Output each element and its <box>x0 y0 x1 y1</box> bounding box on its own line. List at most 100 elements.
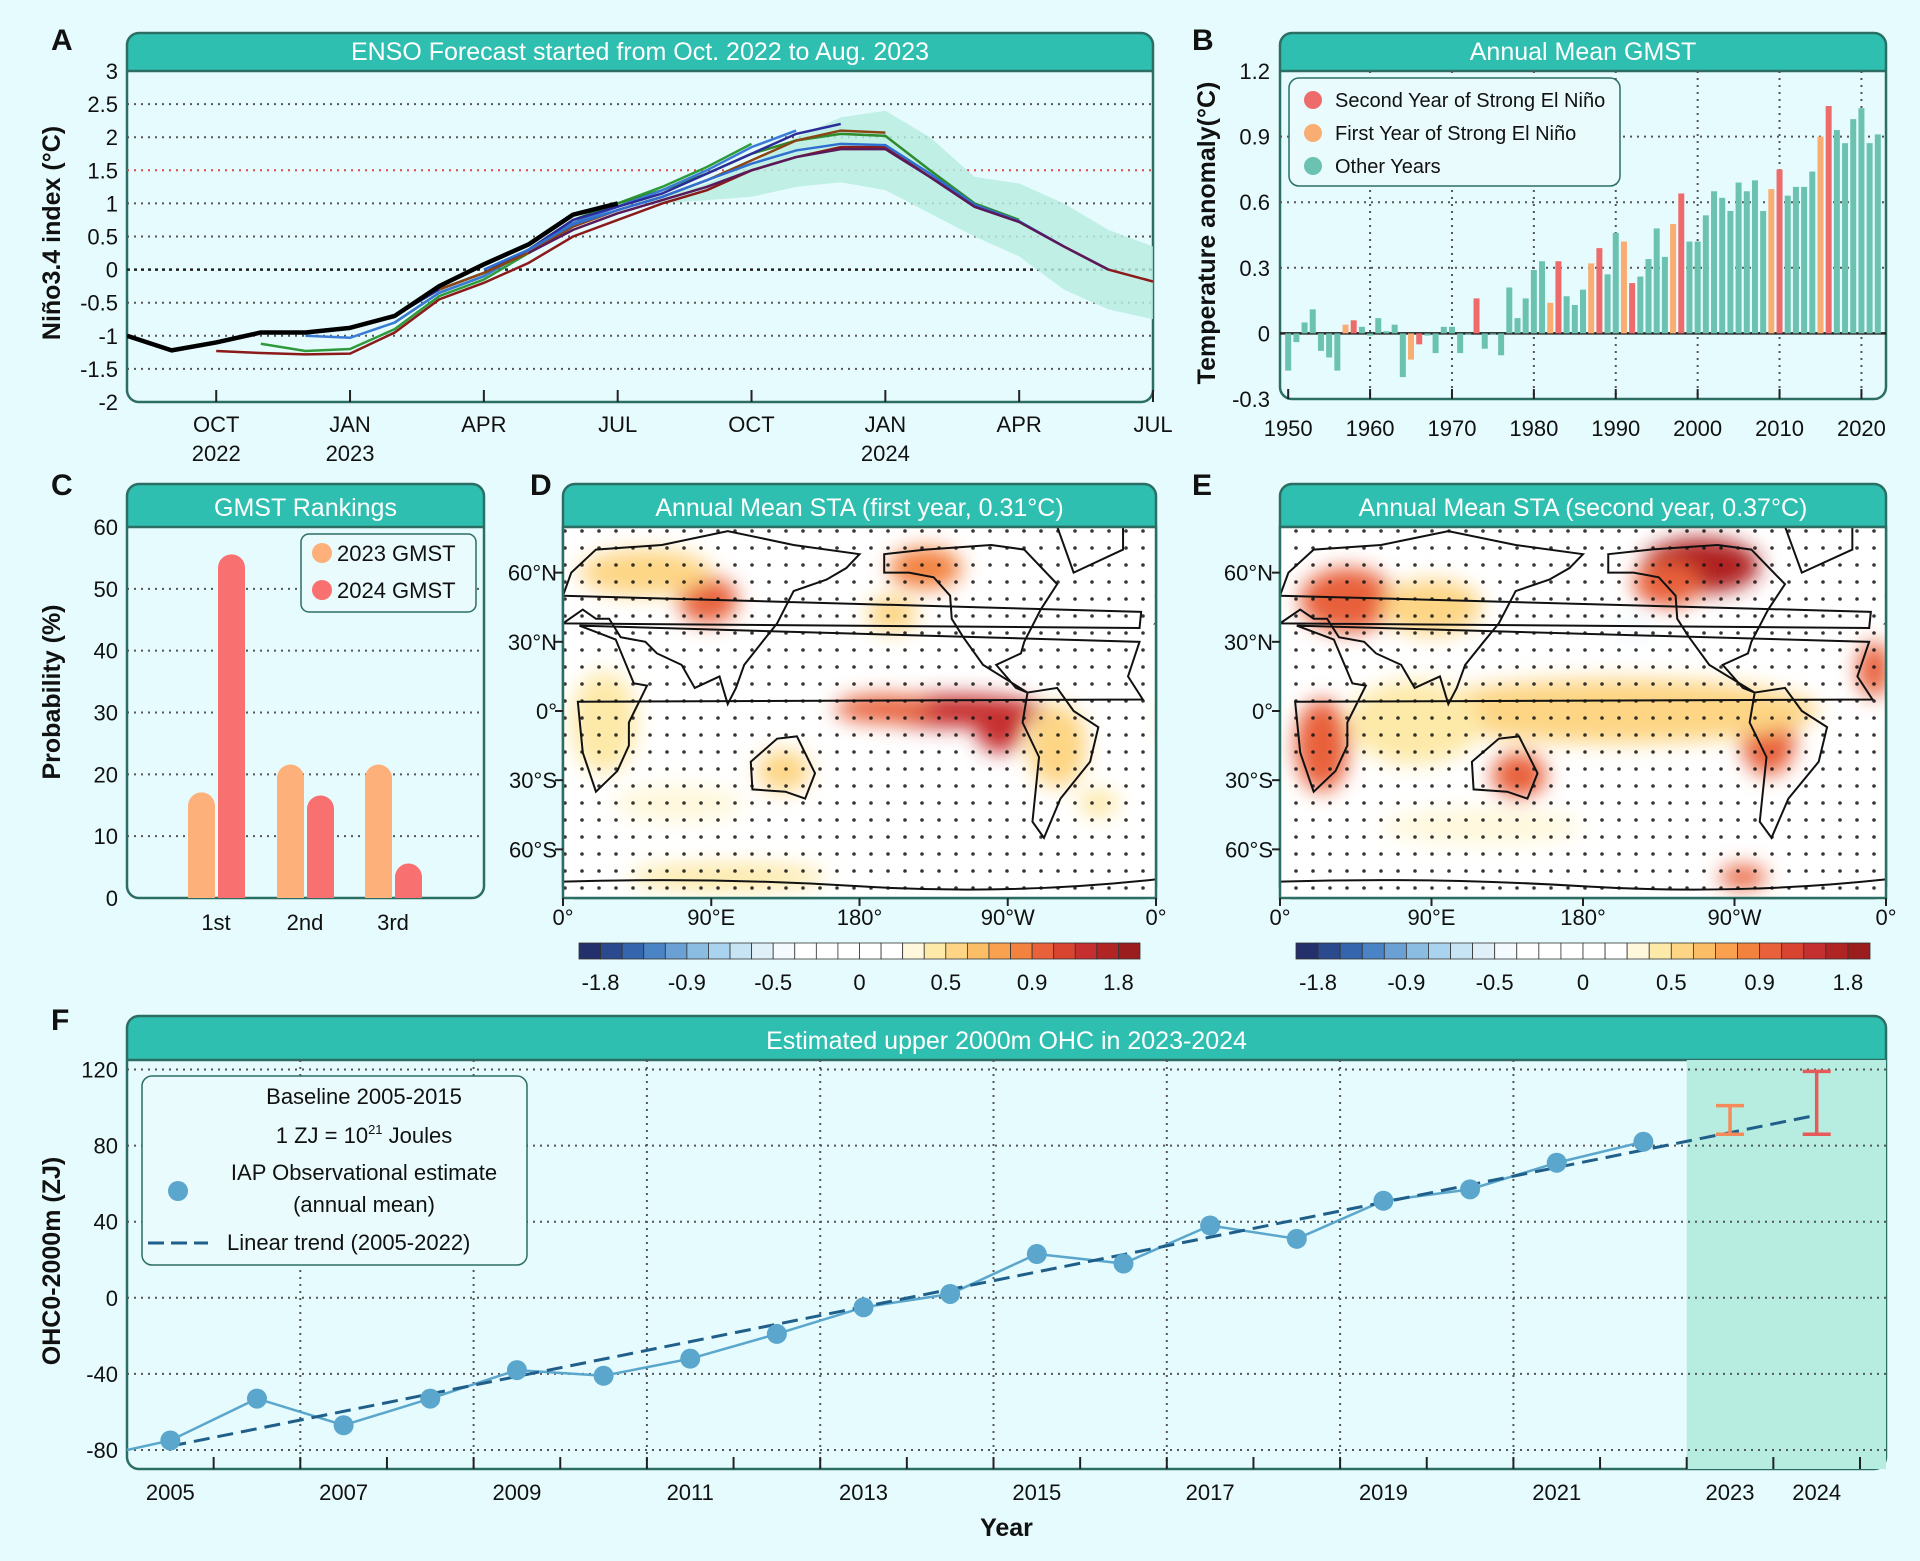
panel-header <box>563 484 1156 527</box>
bar-1960 <box>1367 333 1374 336</box>
y-tick-label: -1 <box>98 324 118 349</box>
obs-point-2017 <box>1200 1215 1221 1236</box>
colorbar-swatch <box>1295 942 1319 960</box>
panel-title: Annual Mean STA (first year, 0.31°C) <box>655 494 1063 522</box>
colorbar-tick-label: -1.8 <box>582 970 620 995</box>
colorbar-swatch <box>1847 942 1871 960</box>
unit-text: Joules <box>383 1123 453 1148</box>
x-tick-label: 2000 <box>1673 416 1722 441</box>
legend-marker <box>1304 91 1322 109</box>
obs-point-2013 <box>853 1297 874 1318</box>
obs-point-2015 <box>1026 1244 1047 1265</box>
colorbar-tick-label: 0.5 <box>931 970 962 995</box>
legend-box <box>141 1075 528 1266</box>
bar-1994 <box>1645 259 1652 334</box>
colorbar-swatch <box>1692 942 1716 960</box>
obs-point-2012 <box>766 1323 787 1344</box>
lon-tick-label: 0° <box>1269 905 1290 930</box>
bar-2024-gmst-3rd <box>395 863 422 898</box>
bar-1985 <box>1571 304 1578 334</box>
panel-letter: A <box>51 24 73 57</box>
panel-header <box>127 1016 1886 1060</box>
y-tick-label: 1 <box>106 191 118 216</box>
x-tick-label: 2007 <box>319 1480 368 1505</box>
x-tick-label: JUL <box>598 412 637 437</box>
panel-letter: B <box>1192 24 1214 57</box>
forecast-spread-band <box>617 110 1153 320</box>
colorbar-swatch <box>945 942 968 960</box>
colorbar-swatch <box>966 942 990 960</box>
bar-1965 <box>1408 333 1415 360</box>
unit-exponent: 21 <box>368 1122 382 1137</box>
lon-tick-label: 90°E <box>687 905 735 930</box>
legend-label: First Year of Strong El Niño <box>1335 123 1576 145</box>
legend-label: (annual mean) <box>293 1192 435 1217</box>
bar-1978 <box>1514 318 1521 334</box>
bar-1950 <box>1285 333 1292 371</box>
colorbar-swatch <box>729 942 753 960</box>
colorbar-swatch <box>1118 942 1141 960</box>
colorbar-swatch <box>751 942 774 960</box>
panel-frame <box>125 482 486 900</box>
x-tick-label: 1960 <box>1346 416 1395 441</box>
colorbar-tick-label: -0.9 <box>1387 970 1425 995</box>
x-tick-label: 1990 <box>1591 416 1640 441</box>
panel-title: Estimated upper 2000m OHC in 2023-2024 <box>766 1027 1247 1055</box>
colorbar-swatch <box>1074 942 1098 960</box>
colorbar-swatch <box>988 942 1011 960</box>
bar-2024-gmst-1st <box>218 554 245 898</box>
obs-point-2020 <box>1460 1179 1481 1200</box>
colorbar-swatch <box>1361 942 1385 960</box>
x-tick-label: 2023 <box>1706 1480 1755 1505</box>
bar-1955 <box>1326 333 1333 358</box>
colorbar-tick-label: -0.9 <box>668 970 706 995</box>
colorbar-swatch <box>600 942 623 960</box>
legend: Baseline 2005-2015 1 ZJ = 1021 Joules IAP … <box>141 1075 528 1266</box>
x-tick-label: 2019 <box>1359 1480 1408 1505</box>
panel-frame <box>1278 31 1888 401</box>
bar-2022 <box>1874 134 1881 334</box>
colorbar-swatch <box>880 942 904 960</box>
bar-1956 <box>1334 333 1341 371</box>
bar-1975 <box>1489 333 1496 335</box>
y-tick-label: 0 <box>1258 321 1270 346</box>
legend-label: Other Years <box>1335 156 1441 178</box>
bar-1967 <box>1424 333 1431 336</box>
bar-2013 <box>1801 186 1808 334</box>
colorbar-swatch <box>1494 942 1518 960</box>
panel-e: Annual Mean STA (second year, 0.37°C) E 60… <box>1192 469 1897 995</box>
bar-1962 <box>1383 331 1390 334</box>
colorbar-swatch <box>1405 942 1429 960</box>
y-tick-label: 10 <box>94 824 118 849</box>
bar-2003 <box>1719 197 1726 334</box>
bar-1966 <box>1416 333 1423 345</box>
colorbar-swatch <box>1053 942 1076 960</box>
bar-1970 <box>1448 326 1455 334</box>
y-tick-label: 0.5 <box>87 225 118 250</box>
y-tick-label: -1.5 <box>80 357 118 382</box>
panel-title: Annual Mean GMST <box>1470 38 1697 66</box>
y-axis-label: Temperature anomaly(°C) <box>1193 82 1221 385</box>
x-tick-label: 2015 <box>1012 1480 1061 1505</box>
panel-header <box>127 33 1153 71</box>
x-tick-label: APR <box>461 412 506 437</box>
bar-2004 <box>1727 210 1734 334</box>
bar-2020 <box>1858 108 1865 334</box>
x-tick-label: 2021 <box>1532 1480 1581 1505</box>
bar-1998 <box>1678 193 1685 334</box>
bar-2007 <box>1751 180 1758 334</box>
bar-1987 <box>1588 263 1595 334</box>
y-tick-label: 40 <box>94 1210 118 1235</box>
bar-1964 <box>1399 333 1406 378</box>
y-tick-label: 1.5 <box>87 158 118 183</box>
x-tick-label: 3rd <box>377 910 409 935</box>
bar-1995 <box>1653 228 1660 334</box>
forecast-line <box>527 147 1109 271</box>
x-tick-label: JAN <box>329 412 371 437</box>
y-tick-label: 50 <box>94 577 118 602</box>
bar-2010 <box>1776 169 1783 334</box>
legend-box <box>1288 77 1621 187</box>
legend-marker <box>1304 157 1322 175</box>
bar-1969 <box>1440 326 1447 334</box>
panel-header <box>1280 484 1886 527</box>
